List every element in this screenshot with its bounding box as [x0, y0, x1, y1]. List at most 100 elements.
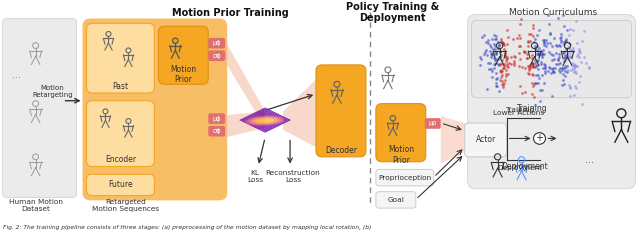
Point	[527, 61, 538, 65]
Point	[479, 33, 490, 37]
Point	[572, 54, 582, 58]
Point	[569, 93, 579, 97]
Polygon shape	[268, 124, 271, 125]
Point	[492, 84, 502, 88]
Polygon shape	[265, 120, 268, 121]
Point	[571, 19, 581, 23]
Point	[502, 35, 513, 39]
Polygon shape	[271, 120, 273, 121]
Point	[493, 40, 503, 44]
Point	[520, 66, 531, 70]
Point	[551, 51, 561, 55]
Polygon shape	[257, 121, 260, 123]
Polygon shape	[268, 129, 271, 131]
Point	[534, 99, 545, 103]
Polygon shape	[244, 119, 248, 121]
Point	[527, 62, 537, 65]
Polygon shape	[254, 116, 257, 117]
FancyBboxPatch shape	[376, 192, 416, 208]
Polygon shape	[276, 123, 279, 124]
Point	[570, 63, 580, 67]
Polygon shape	[268, 116, 271, 117]
Point	[552, 63, 562, 66]
Point	[556, 35, 566, 39]
Point	[514, 64, 524, 68]
Polygon shape	[264, 126, 266, 127]
FancyBboxPatch shape	[86, 23, 154, 93]
Point	[569, 66, 579, 70]
Polygon shape	[279, 115, 282, 116]
Point	[553, 62, 563, 66]
Polygon shape	[259, 111, 261, 113]
Polygon shape	[262, 125, 265, 127]
Point	[563, 45, 573, 49]
Polygon shape	[262, 110, 265, 111]
Polygon shape	[242, 119, 244, 121]
Point	[532, 58, 543, 62]
Point	[523, 44, 533, 48]
Point	[538, 40, 548, 44]
Polygon shape	[276, 117, 279, 119]
Point	[502, 57, 513, 61]
Point	[548, 36, 559, 40]
Point	[526, 33, 536, 36]
Polygon shape	[276, 119, 279, 120]
Point	[559, 75, 570, 78]
Polygon shape	[250, 114, 253, 115]
Polygon shape	[273, 113, 276, 115]
Polygon shape	[266, 127, 269, 129]
Polygon shape	[259, 122, 261, 123]
Polygon shape	[277, 122, 280, 123]
Polygon shape	[257, 115, 260, 116]
Point	[528, 34, 538, 38]
Polygon shape	[246, 119, 249, 120]
Polygon shape	[253, 115, 255, 117]
Polygon shape	[289, 119, 291, 121]
Polygon shape	[261, 118, 264, 119]
Polygon shape	[264, 117, 266, 118]
Point	[547, 68, 557, 71]
Point	[519, 49, 529, 53]
Point	[561, 39, 571, 43]
Polygon shape	[264, 131, 266, 133]
Point	[531, 73, 541, 77]
Polygon shape	[269, 125, 272, 126]
Polygon shape	[285, 121, 289, 122]
Point	[530, 65, 540, 69]
Polygon shape	[269, 114, 272, 115]
Polygon shape	[266, 114, 269, 115]
Polygon shape	[262, 111, 265, 112]
Polygon shape	[273, 125, 276, 127]
Point	[566, 68, 576, 72]
Text: Lower Actions: Lower Actions	[493, 110, 544, 116]
Polygon shape	[275, 115, 277, 117]
Polygon shape	[259, 113, 261, 114]
Polygon shape	[271, 116, 273, 117]
Point	[500, 51, 511, 55]
Point	[561, 53, 572, 57]
Point	[561, 47, 571, 51]
Point	[522, 56, 532, 59]
Point	[491, 61, 501, 65]
Point	[523, 41, 533, 44]
Polygon shape	[268, 121, 271, 123]
Point	[502, 62, 513, 66]
Text: Motion
Retargeting: Motion Retargeting	[32, 85, 73, 98]
Polygon shape	[276, 113, 279, 115]
Polygon shape	[261, 111, 264, 113]
Point	[509, 59, 519, 63]
Point	[553, 16, 563, 20]
Point	[534, 46, 545, 50]
Circle shape	[534, 133, 545, 144]
Polygon shape	[262, 117, 265, 119]
Point	[494, 89, 504, 93]
Polygon shape	[248, 123, 250, 125]
Point	[527, 72, 538, 75]
Polygon shape	[260, 115, 262, 116]
Polygon shape	[284, 120, 287, 121]
Polygon shape	[265, 129, 268, 131]
Point	[554, 52, 564, 56]
Point	[528, 65, 538, 69]
Polygon shape	[265, 128, 268, 129]
Point	[536, 49, 546, 52]
